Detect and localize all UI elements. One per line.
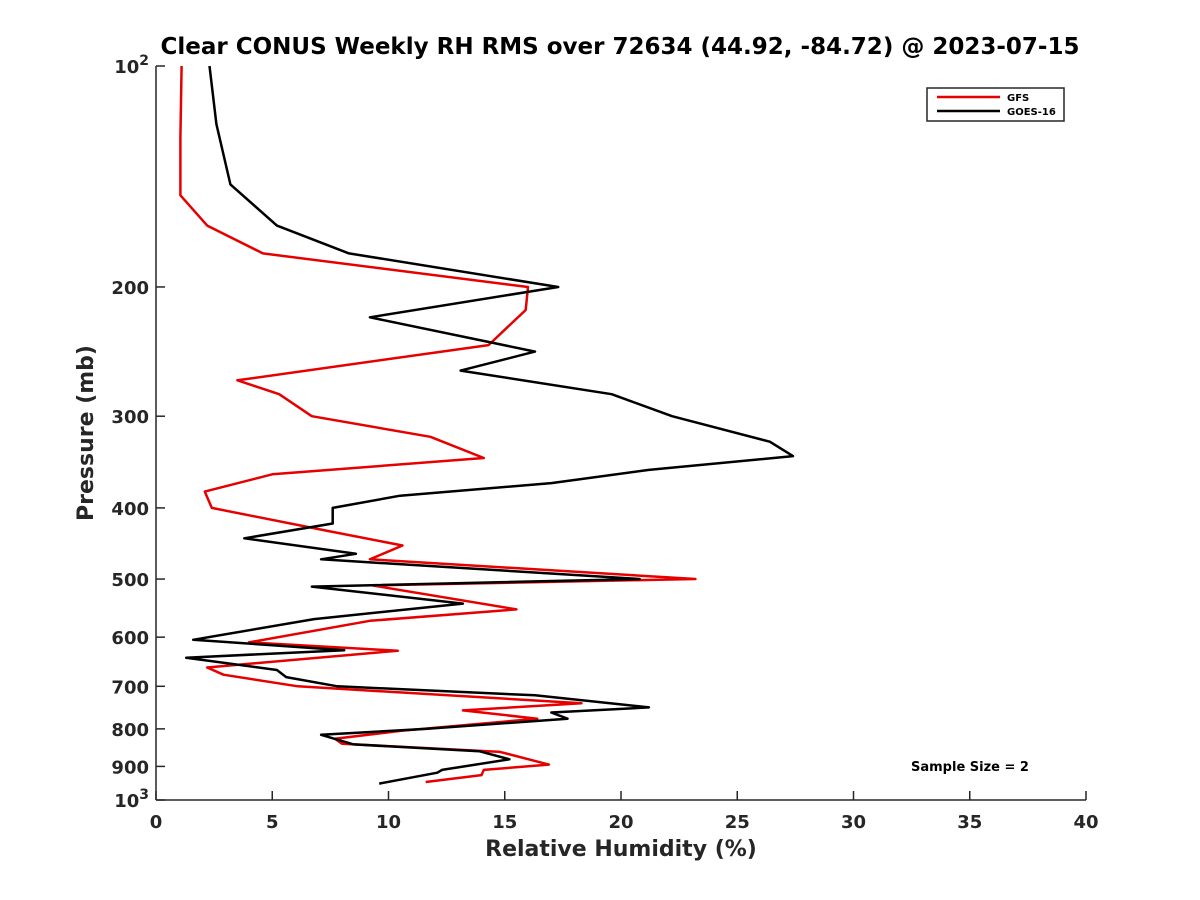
legend-box — [926, 87, 1065, 122]
y-tick-label: 900 — [111, 757, 149, 778]
x-axis-ticks: 0 5 10 15 20 25 30 35 40 — [150, 791, 1099, 833]
y-tick-label: 500 — [111, 570, 149, 591]
x-tick-label: 30 — [841, 812, 866, 833]
x-axis-title: Relative Humidity (%) — [485, 837, 757, 862]
y-tick-label: 300 — [111, 407, 149, 428]
legend: GFS GOES-16 — [926, 87, 1065, 122]
y-axis-title: Pressure (mb) — [74, 345, 99, 521]
x-tick-label: 35 — [957, 812, 982, 833]
series-line-gfs — [179, 65, 697, 784]
series-line-goes16 — [184, 65, 795, 785]
x-tick-label: 10 — [376, 812, 401, 833]
x-tick-label: 15 — [492, 812, 517, 833]
power-base: 10 — [114, 791, 139, 812]
y-tick-label-power: 102 — [114, 53, 149, 78]
x-tick-label: 5 — [266, 812, 279, 833]
x-tick-label: 25 — [725, 812, 750, 833]
power-base: 10 — [114, 57, 139, 78]
legend-label-goes16: GOES-16 — [1007, 107, 1056, 118]
x-tick-label: 20 — [608, 812, 633, 833]
y-tick-label: 600 — [111, 628, 149, 649]
y-tick-label: 400 — [111, 499, 149, 520]
y-tick-label: 800 — [111, 720, 149, 741]
y-tick-label-power: 103 — [114, 787, 149, 812]
series-lines — [179, 65, 795, 785]
x-tick-label: 0 — [150, 812, 163, 833]
sample-size-annotation: Sample Size = 2 — [911, 760, 1029, 775]
power-exponent: 3 — [139, 787, 149, 803]
power-exponent: 2 — [139, 53, 149, 69]
y-tick-label: 700 — [111, 677, 149, 698]
chart-title: Clear CONUS Weekly RH RMS over 72634 (44… — [161, 34, 1080, 60]
x-tick-label: 40 — [1073, 812, 1098, 833]
y-tick-label: 200 — [111, 278, 149, 299]
legend-label-gfs: GFS — [1007, 93, 1029, 104]
